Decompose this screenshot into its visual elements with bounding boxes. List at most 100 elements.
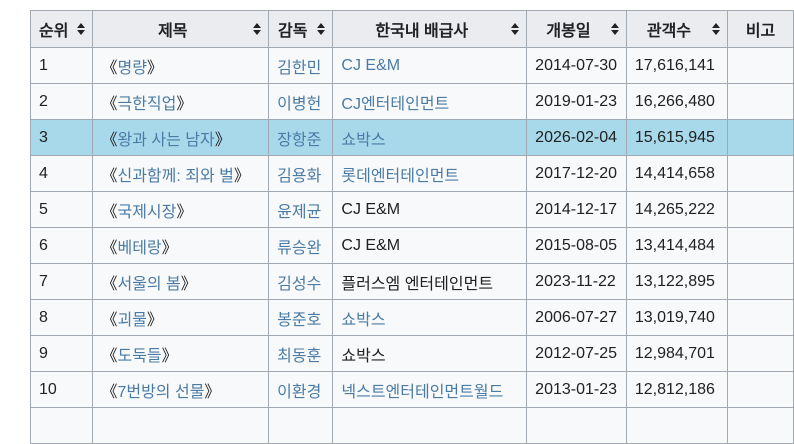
director-link[interactable]: 장항준: [277, 131, 322, 149]
director-link[interactable]: 최동훈: [277, 347, 322, 365]
title-cell: 《베테랑》: [92, 227, 270, 264]
title-link[interactable]: 베테랑: [117, 239, 162, 257]
director-cell: 류승완: [268, 227, 334, 264]
header-row: 순위 제목 감독 한국내 배급사 개봉일 관객수 비고: [29, 10, 794, 48]
rank-cell: 10: [29, 371, 94, 408]
title-bracket-open: 《: [101, 311, 118, 329]
release-date-cell: 2019-01-23: [526, 83, 627, 120]
title-bracket-open: 《: [101, 347, 118, 365]
title-bracket-close: 》: [180, 275, 197, 293]
director-link[interactable]: 윤제균: [277, 203, 322, 221]
title-link[interactable]: 왕과 사는 남자: [117, 131, 215, 149]
director-link[interactable]: 이병헌: [277, 95, 322, 113]
note-cell: [727, 263, 794, 300]
distributor-cell: 쇼박스: [332, 299, 528, 336]
title-bracket-open: 《: [101, 167, 118, 185]
director-link[interactable]: 김용화: [277, 167, 322, 185]
title-cell: 《도둑들》: [92, 335, 270, 372]
empty-cell: [526, 407, 627, 444]
title-link[interactable]: 괴물: [117, 311, 147, 329]
title-bracket-close: 》: [176, 95, 193, 113]
title-link[interactable]: 신과함께: 죄와 벌: [117, 167, 234, 185]
director-link[interactable]: 김성수: [277, 275, 322, 293]
box-office-table-wrap: 순위 제목 감독 한국내 배급사 개봉일 관객수 비고 1 《명량》 김한민 CJ E&M 2014…: [29, 10, 794, 444]
rank-cell: 7: [29, 263, 94, 300]
director-cell: 이환경: [268, 371, 334, 408]
note-cell: [727, 155, 794, 192]
column-header-director[interactable]: 감독: [268, 10, 334, 48]
sort-icon: [712, 23, 721, 35]
rank-cell: 2: [29, 83, 94, 120]
title-bracket-open: 《: [101, 131, 118, 149]
empty-cell: [332, 407, 528, 444]
title-cell: 《명량》: [92, 47, 270, 84]
audience-cell: 13,414,484: [625, 227, 729, 264]
title-link[interactable]: 극한직업: [117, 95, 177, 113]
column-header-release-date[interactable]: 개봉일: [526, 10, 627, 48]
title-link[interactable]: 도둑들: [117, 347, 162, 365]
table-row: 1 《명량》 김한민 CJ E&M 2014-07-30 17,616,141: [29, 47, 794, 84]
column-header-distributor[interactable]: 한국내 배급사: [332, 10, 528, 48]
column-header-audience[interactable]: 관객수: [625, 10, 729, 48]
director-link[interactable]: 류승완: [277, 239, 322, 257]
director-link[interactable]: 봉준호: [277, 311, 322, 329]
distributor-link[interactable]: CJ엔터테인먼트: [341, 95, 450, 113]
title-link[interactable]: 서울의 봄: [117, 275, 181, 293]
distributor-link[interactable]: 쇼박스: [341, 311, 386, 329]
note-cell: [727, 299, 794, 336]
director-cell: 윤제균: [268, 191, 334, 228]
rank-cell: 1: [29, 47, 94, 84]
release-date-cell: 2023-11-22: [526, 263, 627, 300]
distributor-link[interactable]: 롯데엔터테인먼트: [341, 167, 460, 185]
audience-cell: 14,265,222: [625, 191, 729, 228]
director-link[interactable]: 이환경: [277, 383, 322, 401]
table-row: 8 《괴물》 봉준호 쇼박스 2006-07-27 13,019,740: [29, 299, 794, 336]
title-bracket-close: 》: [146, 59, 163, 77]
release-date-cell: 2013-01-23: [526, 371, 627, 408]
column-header-rank[interactable]: 순위: [29, 10, 94, 48]
rank-cell: 9: [29, 335, 94, 372]
column-header-label: 관객수: [646, 23, 692, 40]
director-cell: 장항준: [268, 119, 334, 156]
distributor-link[interactable]: 쇼박스: [341, 131, 386, 149]
title-link[interactable]: 7번방의 선물: [117, 383, 205, 401]
title-cell: 《괴물》: [92, 299, 270, 336]
distributor-cell: 롯데엔터테인먼트: [332, 155, 528, 192]
note-cell: [727, 371, 794, 408]
release-date-cell: 2012-07-25: [526, 335, 627, 372]
audience-cell: 15,615,945: [625, 119, 729, 156]
table-row: 6 《베테랑》 류승완 CJ E&M 2015-08-05 13,414,484: [29, 227, 794, 264]
distributor-name: CJ E&M: [341, 236, 401, 254]
column-header-label: 순위: [39, 23, 69, 40]
distributor-cell: CJ E&M: [332, 227, 528, 264]
title-cell: 《국제시장》: [92, 191, 270, 228]
director-cell: 김용화: [268, 155, 334, 192]
director-link[interactable]: 김한민: [277, 59, 322, 77]
rank-cell: 3: [29, 119, 94, 156]
rank-cell: 4: [29, 155, 94, 192]
audience-cell: 12,812,186: [625, 371, 729, 408]
distributor-cell: CJ엔터테인먼트: [332, 83, 528, 120]
title-link[interactable]: 국제시장: [117, 203, 177, 221]
distributor-cell: 쇼박스: [332, 335, 528, 372]
column-header-label: 제목: [158, 23, 188, 40]
column-header-title[interactable]: 제목: [92, 10, 270, 48]
note-cell: [727, 47, 794, 84]
distributor-link[interactable]: CJ E&M: [341, 56, 401, 74]
distributor-link[interactable]: 넥스트엔터테인먼트월드: [341, 383, 504, 401]
note-cell: [727, 83, 794, 120]
director-cell: 최동훈: [268, 335, 334, 372]
title-link[interactable]: 명량: [117, 59, 147, 77]
empty-cell: [625, 407, 729, 444]
title-bracket-open: 《: [101, 275, 118, 293]
empty-cell: [727, 407, 794, 444]
title-bracket-open: 《: [101, 95, 118, 113]
box-office-table: 순위 제목 감독 한국내 배급사 개봉일 관객수 비고 1 《명량》 김한민 CJ E&M 2014…: [29, 10, 794, 444]
table-row: 10 《7번방의 선물》 이환경 넥스트엔터테인먼트월드 2013-01-23 12,81…: [29, 371, 794, 408]
distributor-name: 쇼박스: [341, 347, 386, 365]
table-row: 5 《국제시장》 윤제균 CJ E&M 2014-12-17 14,265,222: [29, 191, 794, 228]
sort-icon: [317, 23, 326, 35]
title-bracket-close: 》: [176, 203, 193, 221]
release-date-cell: 2006-07-27: [526, 299, 627, 336]
title-bracket-open: 《: [101, 383, 118, 401]
